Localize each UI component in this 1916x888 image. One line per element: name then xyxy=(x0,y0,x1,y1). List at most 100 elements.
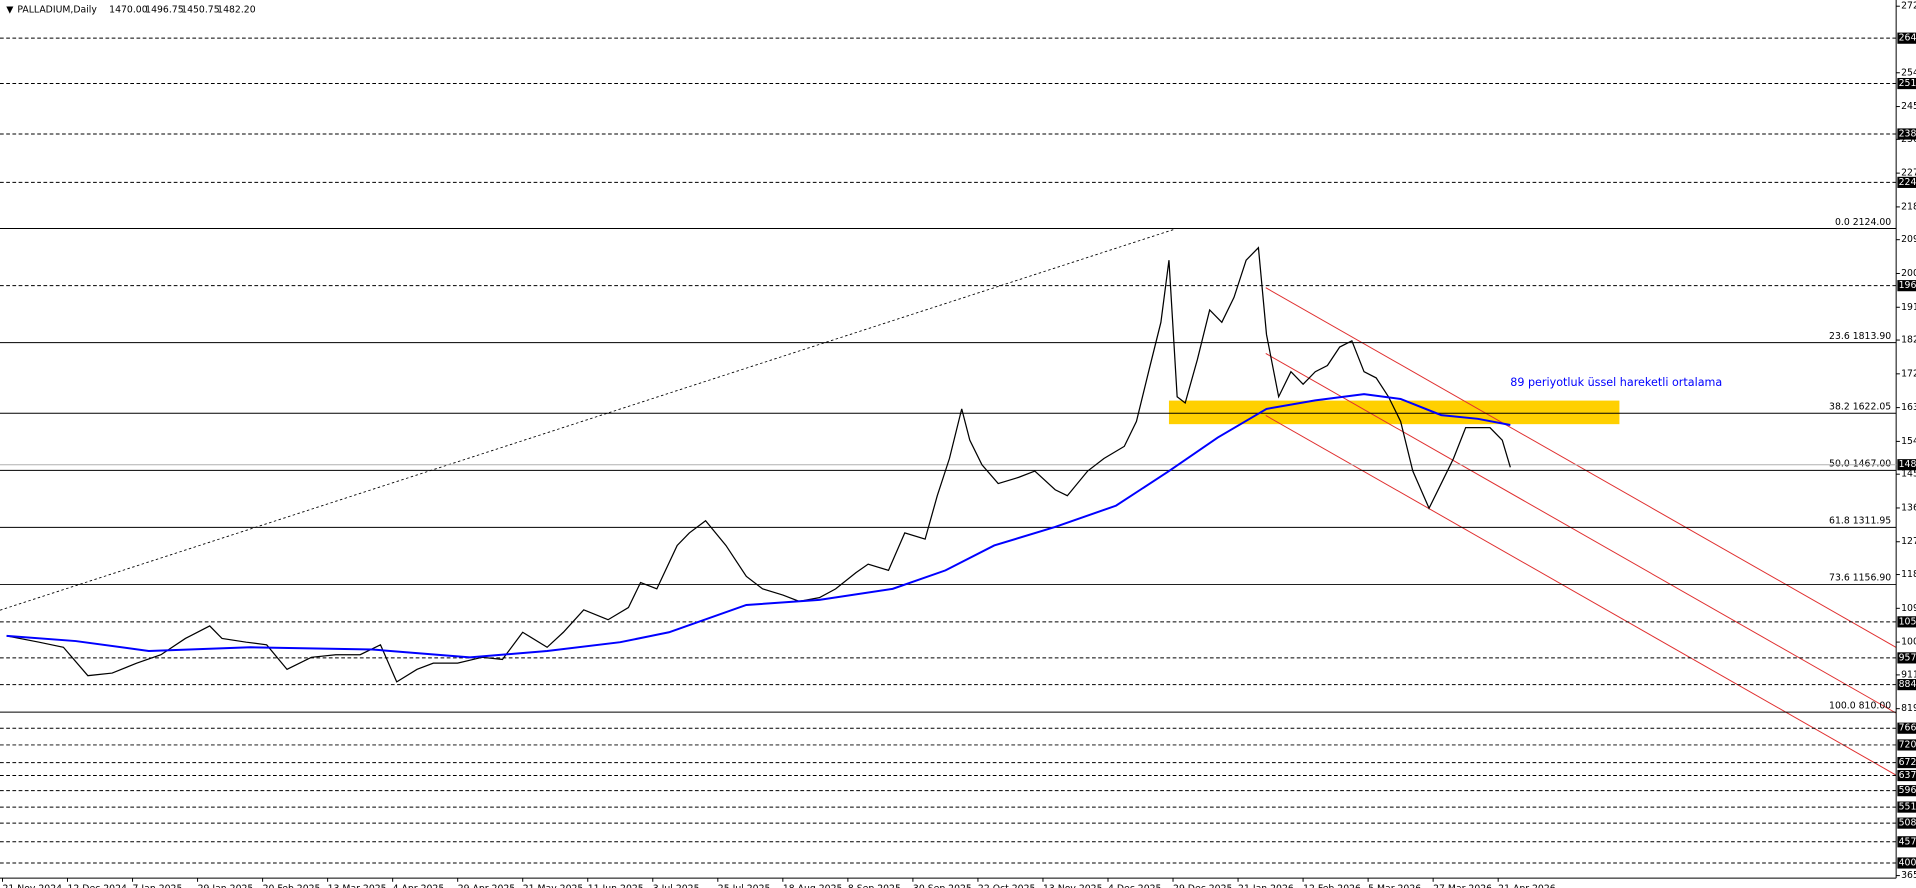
y-tick-label: 365.70 xyxy=(1901,870,1916,881)
level-tag-label: 1968.80 xyxy=(1899,280,1916,291)
y-tick-label: 911.10 xyxy=(1901,669,1916,680)
level-tag xyxy=(1897,280,1916,292)
y-tick-label: 1183.80 xyxy=(1901,569,1916,580)
x-tick-label: 13 Mar 2025 xyxy=(328,884,387,888)
y-tick-label: 1000.20 xyxy=(1901,637,1916,648)
y-tick-label: 1364.70 xyxy=(1901,502,1916,513)
y-tick-label: 1637.40 xyxy=(1901,402,1916,413)
level-tag-label: 637.60 xyxy=(1899,770,1916,781)
channel-line xyxy=(1265,287,1897,648)
x-tick-label: 21 Jan 2026 xyxy=(1238,884,1294,888)
level-tag-label: 2249.45 xyxy=(1899,177,1916,188)
x-tick-label: 29 Jan 2025 xyxy=(198,884,254,888)
x-tick-label: 7 Jan 2025 xyxy=(133,884,183,888)
x-tick-label: 4 Dec 2025 xyxy=(1108,884,1162,888)
level-tag xyxy=(1897,857,1916,869)
level-tag-label: 2380.90 xyxy=(1899,129,1916,140)
level-tag-label: 957.30 xyxy=(1899,652,1916,663)
x-tick-label: 4 Apr 2025 xyxy=(393,884,445,888)
y-tick-label: 2182.80 xyxy=(1901,201,1916,212)
fib-label: 38.2 1622.05 xyxy=(1829,402,1891,413)
y-tick-label: 1092.00 xyxy=(1901,603,1916,614)
level-tag xyxy=(1897,801,1916,813)
y-tick-label: 1272.90 xyxy=(1901,536,1916,547)
level-tag-label: 2518.00 xyxy=(1899,78,1916,89)
level-tag-label: 672.85 xyxy=(1899,757,1916,768)
level-tag-label: 2641.30 xyxy=(1899,33,1916,44)
y-tick-label: 1910.10 xyxy=(1901,302,1916,313)
y-tick-label: 2274.60 xyxy=(1901,168,1916,179)
channel-line xyxy=(1265,415,1897,776)
header-arrow: ▼ xyxy=(6,4,14,15)
level-tag-label: 457.55 xyxy=(1899,836,1916,847)
ema-line xyxy=(6,393,1511,659)
fib-trend-line xyxy=(0,229,1175,611)
level-tag-label: 400.00 xyxy=(1899,857,1916,868)
y-tick-label: 2001.90 xyxy=(1901,268,1916,279)
level-tag xyxy=(1897,616,1916,628)
x-tick-label: 8 Sep 2025 xyxy=(848,884,901,888)
x-tick-label: 13 Nov 2025 xyxy=(1043,884,1103,888)
price-line xyxy=(6,246,1511,683)
x-tick-label: 29 Dec 2025 xyxy=(1173,884,1232,888)
y-tick-label: 2455.50 xyxy=(1901,101,1916,112)
header-price: 1450.75 xyxy=(181,4,220,15)
y-tick-label: 1729.20 xyxy=(1901,368,1916,379)
header-price: 1482.20 xyxy=(217,4,256,15)
x-tick-label: 27 Mar 2026 xyxy=(1433,884,1492,888)
level-tag xyxy=(1897,176,1916,188)
fib-label: 73.6 1156.90 xyxy=(1829,573,1891,584)
fib-label: 61.8 1311.95 xyxy=(1829,516,1891,527)
x-tick-label: 11 Jun 2025 xyxy=(588,884,644,888)
level-tag-label: 551.90 xyxy=(1899,802,1916,813)
x-tick-label: 30 Sep 2025 xyxy=(913,884,972,888)
zone-box xyxy=(1168,400,1620,425)
header-price: 1470.00 xyxy=(109,4,148,15)
x-tick-label: 29 Apr 2025 xyxy=(458,884,516,888)
level-tag xyxy=(1897,722,1916,734)
x-tick-label: 5 Mar 2026 xyxy=(1368,884,1421,888)
symbol-title: PALLADIUM,Daily xyxy=(17,4,97,15)
x-tick-label: 12 Feb 2026 xyxy=(1303,884,1361,888)
y-tick-label: 1821.00 xyxy=(1901,335,1916,346)
level-tag-label: 1482.20 xyxy=(1899,459,1916,470)
level-tag-label: 766.25 xyxy=(1899,723,1916,734)
x-tick-label: 21 Nov 2024 xyxy=(2,884,62,888)
level-tag xyxy=(1897,32,1916,44)
annotation: 89 periyotluk üssel hareketli ortalama xyxy=(1510,376,1722,389)
y-tick-label: 1545.60 xyxy=(1901,436,1916,447)
x-tick-label: 20 Feb 2025 xyxy=(263,884,321,888)
x-tick-label: 3 Jul 2025 xyxy=(653,884,700,888)
level-tag xyxy=(1897,785,1916,797)
level-tag xyxy=(1897,836,1916,848)
level-tag-label: 720.75 xyxy=(1899,739,1916,750)
fib-label: 0.0 2124.00 xyxy=(1835,217,1891,228)
x-tick-label: 22 Oct 2025 xyxy=(978,884,1036,888)
level-tag xyxy=(1897,77,1916,90)
level-tag xyxy=(1897,817,1916,829)
level-tag xyxy=(1897,128,1916,140)
fib-label: 23.6 1813.90 xyxy=(1829,331,1891,342)
level-tag xyxy=(1897,652,1916,664)
y-tick-label: 2728.20 xyxy=(1901,1,1916,12)
level-tag xyxy=(1897,459,1916,471)
x-tick-label: 21 Apr 2026 xyxy=(1498,884,1556,888)
fib-label: 100.0 810.00 xyxy=(1829,700,1891,711)
level-tag xyxy=(1897,679,1916,691)
level-tag-label: 596.45 xyxy=(1899,785,1916,796)
x-tick-label: 12 Dec 2024 xyxy=(68,884,127,888)
header-price: 1496.75 xyxy=(145,4,184,15)
fib-label: 50.0 1467.00 xyxy=(1829,459,1891,470)
y-tick-label: 2547.30 xyxy=(1901,67,1916,78)
level-tag-label: 508.30 xyxy=(1899,818,1916,829)
level-tag-label: 884.65 xyxy=(1899,679,1916,690)
level-tag xyxy=(1897,769,1916,782)
level-tag xyxy=(1897,756,1916,769)
y-tick-label: 2093.70 xyxy=(1901,234,1916,245)
x-tick-label: 18 Aug 2025 xyxy=(783,884,843,888)
level-tag xyxy=(1897,739,1916,751)
y-tick-label: 819.30 xyxy=(1901,703,1916,714)
